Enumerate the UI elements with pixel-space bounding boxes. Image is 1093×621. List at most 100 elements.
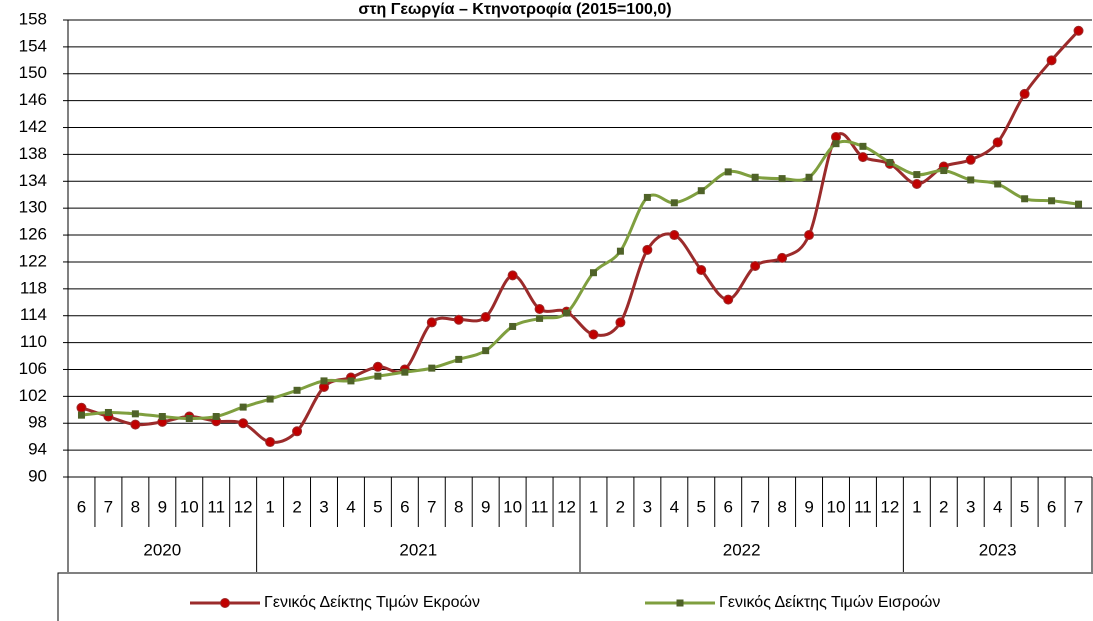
data-point — [265, 437, 276, 448]
data-point — [778, 175, 786, 183]
chart-title: στη Γεωργία – Κτηνοτροφία (2015=100,0) — [358, 1, 671, 18]
data-point — [859, 142, 867, 150]
data-point — [1048, 197, 1056, 205]
x-tick-label: 2 — [939, 497, 948, 516]
data-point — [615, 317, 626, 328]
x-tick-label: 6 — [400, 497, 409, 516]
x-tick-label: 1 — [912, 497, 921, 516]
data-point — [509, 322, 517, 330]
data-point — [911, 178, 922, 189]
data-point — [401, 368, 409, 376]
x-tick-label: 8 — [454, 497, 463, 516]
data-point — [1021, 195, 1029, 203]
y-tick-label: 110 — [20, 332, 47, 351]
data-point — [857, 152, 868, 163]
data-point — [374, 372, 382, 380]
x-tick-label: 11 — [531, 497, 549, 516]
data-point — [697, 187, 705, 195]
legend-box — [57, 572, 1093, 621]
legend-label: Γενικός Δείκτης Τιμών Εκροών — [264, 594, 480, 611]
x-tick-label: 10 — [180, 497, 199, 516]
data-point — [131, 410, 139, 418]
x-tick-label: 8 — [777, 497, 786, 516]
data-point — [536, 314, 544, 322]
data-point — [372, 361, 383, 372]
data-point — [643, 193, 651, 201]
data-point — [347, 377, 355, 385]
x-tick-label: 6 — [1047, 497, 1056, 516]
data-point — [669, 230, 680, 241]
legend-marker — [676, 599, 684, 607]
data-point — [455, 355, 463, 363]
x-tick-label: 3 — [966, 497, 975, 516]
x-tick-label: 4 — [670, 497, 679, 516]
data-point — [992, 137, 1003, 148]
y-tick-label: 146 — [19, 90, 47, 109]
x-tick-label: 10 — [827, 497, 846, 516]
data-point — [104, 408, 112, 416]
data-point — [534, 303, 545, 314]
data-point — [130, 419, 141, 430]
x-tick-label: 4 — [346, 497, 355, 516]
y-tick-label: 114 — [20, 305, 47, 324]
data-point — [805, 173, 813, 181]
data-point — [832, 140, 840, 148]
data-point — [426, 317, 437, 328]
data-point — [886, 158, 894, 166]
data-point — [507, 270, 518, 281]
y-tick-label: 90 — [28, 466, 47, 485]
y-tick-label: 122 — [19, 251, 47, 270]
x-tick-label: 11 — [854, 497, 872, 516]
x-tick-label: 9 — [804, 497, 813, 516]
data-point — [292, 426, 303, 437]
x-tick-label: 10 — [503, 497, 522, 516]
data-point — [1046, 55, 1057, 66]
data-point — [940, 167, 948, 175]
y-tick-label: 98 — [28, 413, 47, 432]
data-point — [913, 171, 921, 179]
legend-marker — [220, 598, 230, 608]
data-point — [453, 314, 464, 325]
group-label: 2021 — [399, 540, 437, 559]
data-point — [696, 265, 707, 276]
data-point — [777, 252, 788, 263]
y-tick-label: 154 — [19, 36, 47, 55]
x-tick-label: 6 — [723, 497, 732, 516]
group-label: 2020 — [143, 540, 181, 559]
y-tick-label: 134 — [19, 171, 47, 190]
x-tick-label: 2 — [616, 497, 625, 516]
y-tick-label: 138 — [19, 144, 47, 163]
y-tick-label: 142 — [19, 117, 47, 136]
x-tick-label: 5 — [373, 497, 382, 516]
x-tick-label: 12 — [557, 497, 576, 516]
data-point — [320, 377, 328, 385]
data-point — [482, 347, 490, 355]
data-point — [185, 415, 193, 423]
data-point — [428, 364, 436, 372]
data-point — [965, 154, 976, 165]
legend-label: Γενικός Δείκτης Τιμών Εισροών — [719, 594, 940, 611]
series-line — [81, 139, 1079, 421]
y-tick-label: 130 — [19, 198, 47, 217]
data-point — [1019, 88, 1030, 99]
data-point — [724, 168, 732, 176]
y-tick-label: 94 — [28, 440, 47, 459]
data-point — [642, 244, 653, 255]
y-tick-label: 118 — [20, 278, 47, 297]
group-label: 2022 — [723, 540, 761, 559]
data-point — [480, 312, 491, 323]
x-tick-label: 9 — [481, 497, 490, 516]
data-point — [670, 199, 678, 207]
x-tick-label: 7 — [750, 497, 759, 516]
data-point — [751, 173, 759, 181]
x-tick-label: 5 — [697, 497, 706, 516]
x-tick-label: 7 — [104, 497, 113, 516]
data-point — [76, 402, 87, 413]
data-point — [616, 247, 624, 255]
x-tick-label: 1 — [589, 497, 598, 516]
y-tick-label: 106 — [19, 359, 47, 378]
data-point — [239, 403, 247, 411]
data-point — [589, 269, 597, 277]
group-label: 2023 — [979, 540, 1017, 559]
